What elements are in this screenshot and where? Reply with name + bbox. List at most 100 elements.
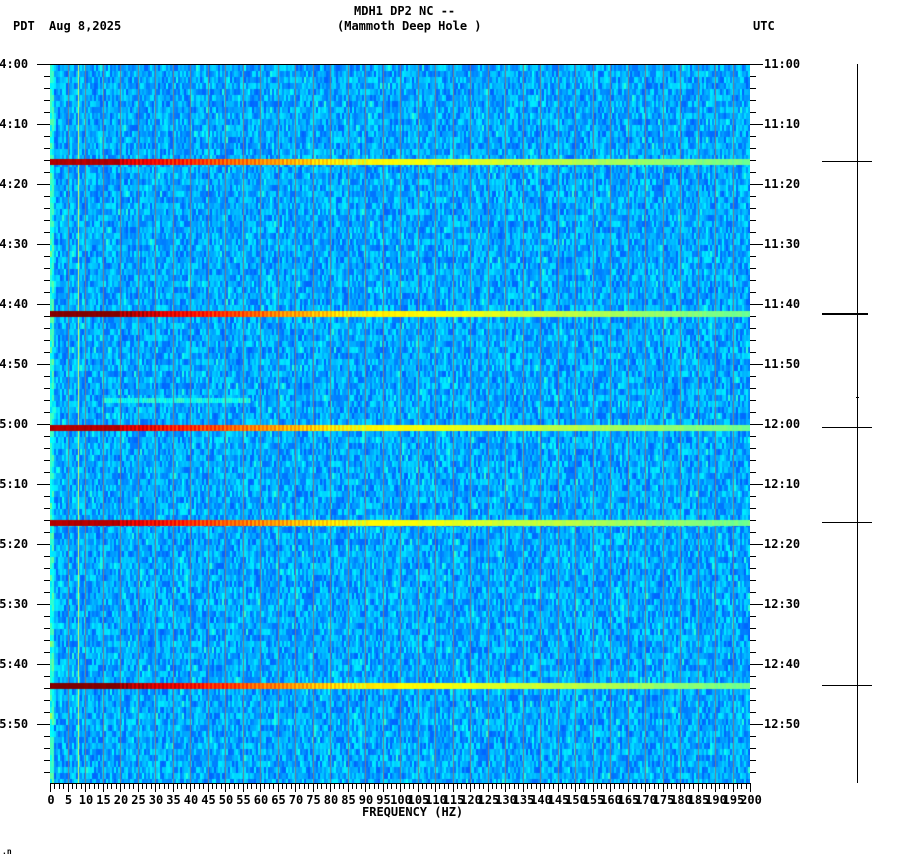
footer-mark: .n: [2, 847, 12, 856]
x-axis-tick: [378, 783, 379, 789]
trace-event-mark: [822, 161, 872, 162]
seismic-trace-axis: [857, 64, 858, 783]
left-axis-tick: [44, 112, 50, 113]
x-axis-tick: [400, 783, 401, 792]
left-axis-tick: [44, 148, 50, 149]
x-axis-tick: [444, 783, 445, 789]
x-axis-tick: [304, 783, 305, 789]
x-axis-tick: [553, 783, 554, 789]
trace-event-mark: [822, 427, 872, 428]
x-axis-tick: [365, 783, 366, 792]
x-axis-tick: [536, 783, 537, 789]
left-time-label: 05:40: [0, 657, 29, 671]
x-axis-tick: [706, 783, 707, 789]
right-axis-tick: [750, 292, 756, 293]
x-axis-tick: [684, 783, 685, 789]
x-axis-tick: [229, 783, 230, 789]
x-axis-tick: [658, 783, 659, 789]
right-axis-tick: [750, 100, 756, 101]
x-axis-tick: [282, 783, 283, 789]
x-axis-tick: [457, 783, 458, 789]
right-axis-tick: [750, 592, 756, 593]
right-axis-tick: [750, 532, 756, 533]
x-axis-tick: [103, 783, 104, 792]
frequency-tick-label: 45: [201, 793, 216, 807]
left-axis-tick: [44, 376, 50, 377]
left-axis-tick: [44, 292, 50, 293]
left-axis-tick: [37, 664, 50, 665]
x-axis-tick: [518, 783, 519, 789]
right-axis-tick: [750, 688, 756, 689]
frequency-tick-label: 140: [530, 793, 552, 807]
left-axis-tick: [44, 160, 50, 161]
x-axis-tick: [129, 783, 130, 789]
x-axis-tick: [632, 783, 633, 789]
x-axis-tick: [251, 783, 252, 789]
x-axis-tick: [173, 783, 174, 792]
x-axis-tick: [733, 783, 734, 792]
x-axis-tick: [601, 783, 602, 789]
left-axis-tick: [44, 400, 50, 401]
frequency-tick-label: 100: [390, 793, 412, 807]
x-axis-tick: [369, 783, 370, 789]
left-axis-tick: [37, 424, 50, 425]
right-time-label: 11:20: [764, 177, 801, 191]
frequency-tick-label: 190: [705, 793, 727, 807]
right-axis-tick: [750, 112, 756, 113]
trace-event-mark: [822, 313, 868, 315]
left-axis-tick: [44, 412, 50, 413]
right-axis-tick: [750, 652, 756, 653]
x-axis-tick: [671, 783, 672, 789]
station-subtitle: (Mammoth Deep Hole ): [337, 19, 482, 33]
x-axis-tick: [124, 783, 125, 789]
x-axis-tick: [59, 783, 60, 789]
right-time-label: 11:10: [764, 117, 801, 131]
right-axis-tick: [750, 484, 763, 485]
left-axis-tick: [44, 700, 50, 701]
frequency-tick-label: 160: [600, 793, 622, 807]
trace-event-mark: [822, 522, 872, 523]
x-axis-tick: [212, 783, 213, 789]
right-axis-tick: [750, 520, 756, 521]
x-axis-tick: [63, 783, 64, 789]
right-axis-tick: [750, 172, 756, 173]
right-axis-tick: [750, 160, 756, 161]
left-axis-tick: [37, 364, 50, 365]
left-axis-tick: [37, 64, 50, 65]
frequency-tick-label: 30: [148, 793, 164, 807]
x-axis-tick: [628, 783, 629, 792]
frequency-tick-label: 125: [477, 793, 500, 807]
right-time-label: 12:00: [764, 417, 801, 431]
x-axis-tick: [663, 783, 664, 792]
frequency-tick-label: 180: [670, 793, 692, 807]
left-axis-tick: [44, 340, 50, 341]
right-axis-tick: [750, 304, 763, 305]
right-axis-tick: [750, 316, 756, 317]
right-time-label: 12:30: [764, 597, 801, 611]
x-axis-tick: [711, 783, 712, 789]
x-axis-tick: [466, 783, 467, 789]
right-axis-tick: [750, 760, 756, 761]
x-axis-tick: [501, 783, 502, 789]
left-axis-tick: [37, 544, 50, 545]
x-axis-tick: [98, 783, 99, 789]
x-axis-tick: [234, 783, 235, 789]
x-axis-tick: [317, 783, 318, 789]
frequency-tick-label: 130: [495, 793, 517, 807]
left-axis-tick: [44, 232, 50, 233]
right-axis-tick: [750, 640, 756, 641]
x-axis-tick: [737, 783, 738, 789]
x-axis-tick: [439, 783, 440, 789]
frequency-tick-label: 0: [47, 793, 55, 807]
x-axis-tick: [111, 783, 112, 789]
left-axis-tick: [44, 772, 50, 773]
trace-small-tick: [856, 397, 859, 398]
x-axis-tick: [107, 783, 108, 789]
frequency-tick-label: 70: [288, 793, 304, 807]
right-axis-tick: [750, 472, 756, 473]
frequency-axis-label: FREQUENCY (HZ): [362, 805, 464, 819]
left-axis-tick: [44, 520, 50, 521]
x-axis-tick: [168, 783, 169, 789]
frequency-tick-label: 120: [460, 793, 482, 807]
left-axis-tick: [44, 640, 50, 641]
